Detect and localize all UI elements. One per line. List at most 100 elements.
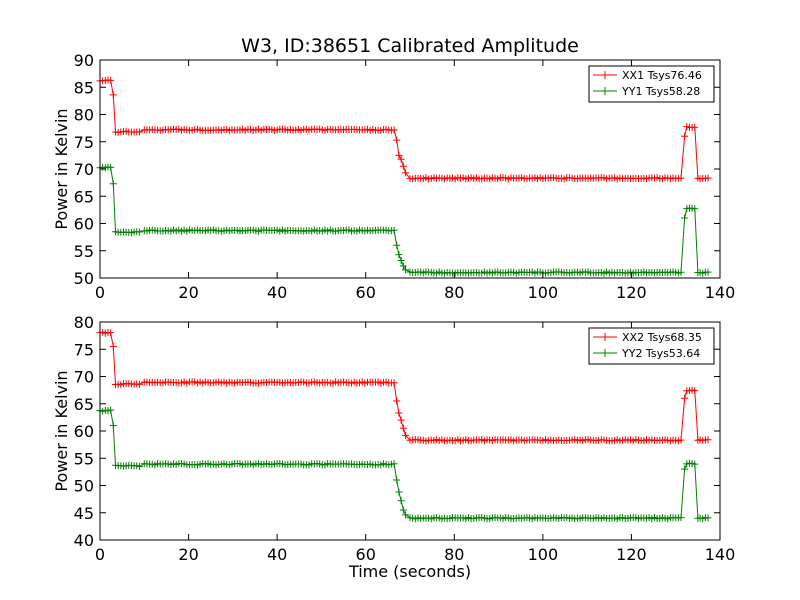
legend-label: XX2 Tsys68.35 [622, 331, 702, 344]
x-tick-label: 40 [267, 545, 287, 564]
data-point [135, 228, 143, 236]
x-tick-label: 140 [705, 283, 736, 302]
x-tick-label: 120 [616, 283, 647, 302]
data-point [402, 511, 410, 519]
y-tick-label: 55 [74, 449, 94, 468]
data-point [109, 91, 117, 99]
data-point [704, 174, 712, 182]
x-tick-label: 20 [178, 283, 198, 302]
y-tick-label: 40 [74, 531, 94, 550]
data-point [402, 431, 410, 439]
data-point [107, 406, 115, 414]
legend-label: XX1 Tsys76.46 [622, 69, 702, 82]
data-point [677, 268, 685, 276]
data-point [390, 379, 398, 387]
data-point [677, 514, 685, 522]
data-point [677, 174, 685, 182]
series-2 [96, 406, 712, 523]
series-1 [96, 76, 712, 183]
y-tick-label: 45 [74, 504, 94, 523]
data-point [704, 268, 712, 276]
x-tick-label: 0 [95, 545, 105, 564]
data-point [402, 169, 410, 177]
legend-label: YY2 Tsys53.64 [621, 347, 700, 360]
y-tick-label: 55 [74, 242, 94, 261]
y-tick-label: 75 [74, 133, 94, 152]
data-point [397, 416, 405, 424]
y-tick-label: 85 [74, 78, 94, 97]
data-point [393, 241, 401, 249]
data-point [135, 128, 143, 136]
x-tick-label: 100 [528, 545, 559, 564]
x-tick-label: 20 [178, 545, 198, 564]
data-point [704, 514, 712, 522]
y-tick-label: 60 [74, 422, 94, 441]
x-axis-label: Time (seconds) [348, 562, 471, 581]
data-point [395, 488, 403, 496]
y-axis-label: Power in Kelvin [52, 108, 71, 229]
data-point [399, 506, 407, 514]
legend-item: XX1 Tsys76.46 [593, 69, 702, 82]
series-2 [96, 163, 712, 277]
y-tick-label: 90 [74, 51, 94, 70]
data-point [399, 262, 407, 270]
data-point [390, 460, 398, 468]
x-tick-label: 140 [705, 545, 736, 564]
data-point [393, 476, 401, 484]
y-tick-label: 60 [74, 215, 94, 234]
data-point [402, 266, 410, 274]
data-point [691, 205, 699, 213]
data-point [107, 329, 115, 337]
y-tick-label: 50 [74, 477, 94, 496]
x-tick-label: 60 [356, 545, 376, 564]
data-point [395, 251, 403, 259]
legend: XX2 Tsys68.35 YY2 Tsys53.64 [588, 327, 715, 365]
data-point [397, 497, 405, 505]
legend-item: XX2 Tsys68.35 [593, 331, 702, 344]
y-tick-label: 65 [74, 187, 94, 206]
data-point [390, 226, 398, 234]
legend-label: YY1 Tsys58.28 [621, 85, 700, 98]
data-point [395, 409, 403, 417]
data-point [107, 76, 115, 84]
data-point [691, 123, 699, 131]
y-tick-label: 80 [74, 106, 94, 125]
legend-box [588, 65, 715, 103]
x-tick-label: 120 [616, 545, 647, 564]
data-point [109, 343, 117, 351]
x-tick-label: 100 [528, 283, 559, 302]
legend: XX1 Tsys76.46 YY1 Tsys58.28 [588, 65, 715, 103]
data-point [681, 214, 689, 222]
data-point [397, 257, 405, 265]
y-tick-label: 70 [74, 160, 94, 179]
data-point [681, 465, 689, 473]
data-point [677, 436, 685, 444]
x-tick-label: 80 [444, 545, 464, 564]
y-tick-label: 50 [74, 269, 94, 288]
data-point [397, 155, 405, 163]
chart-panel-2: 0 20 40 60 80 100 120 140 40 45 50 55 60 65 70 75 80 Powe… [52, 313, 735, 564]
y-axis-label: Power in Kelvin [52, 370, 71, 491]
x-tick-label: 60 [356, 283, 376, 302]
data-point [135, 463, 143, 470]
x-tick-label: 80 [444, 283, 464, 302]
data-point [691, 460, 699, 468]
x-tick-label: 0 [95, 283, 105, 302]
data-point [704, 436, 712, 444]
data-point [393, 397, 401, 405]
x-tick-label: 40 [267, 283, 287, 302]
y-tick-label: 75 [74, 340, 94, 359]
series-1 [96, 328, 712, 445]
data-point [107, 163, 115, 171]
data-point [109, 180, 117, 188]
figure-title: W3, ID:38651 Calibrated Amplitude [241, 35, 579, 57]
legend-item: YY1 Tsys58.28 [593, 85, 700, 98]
data-point [109, 422, 117, 430]
data-point [393, 136, 401, 144]
data-point [390, 126, 398, 134]
legend-item: YY2 Tsys53.64 [593, 347, 700, 360]
data-point [399, 424, 407, 432]
y-tick-label: 80 [74, 313, 94, 332]
y-tick-label: 65 [74, 395, 94, 414]
